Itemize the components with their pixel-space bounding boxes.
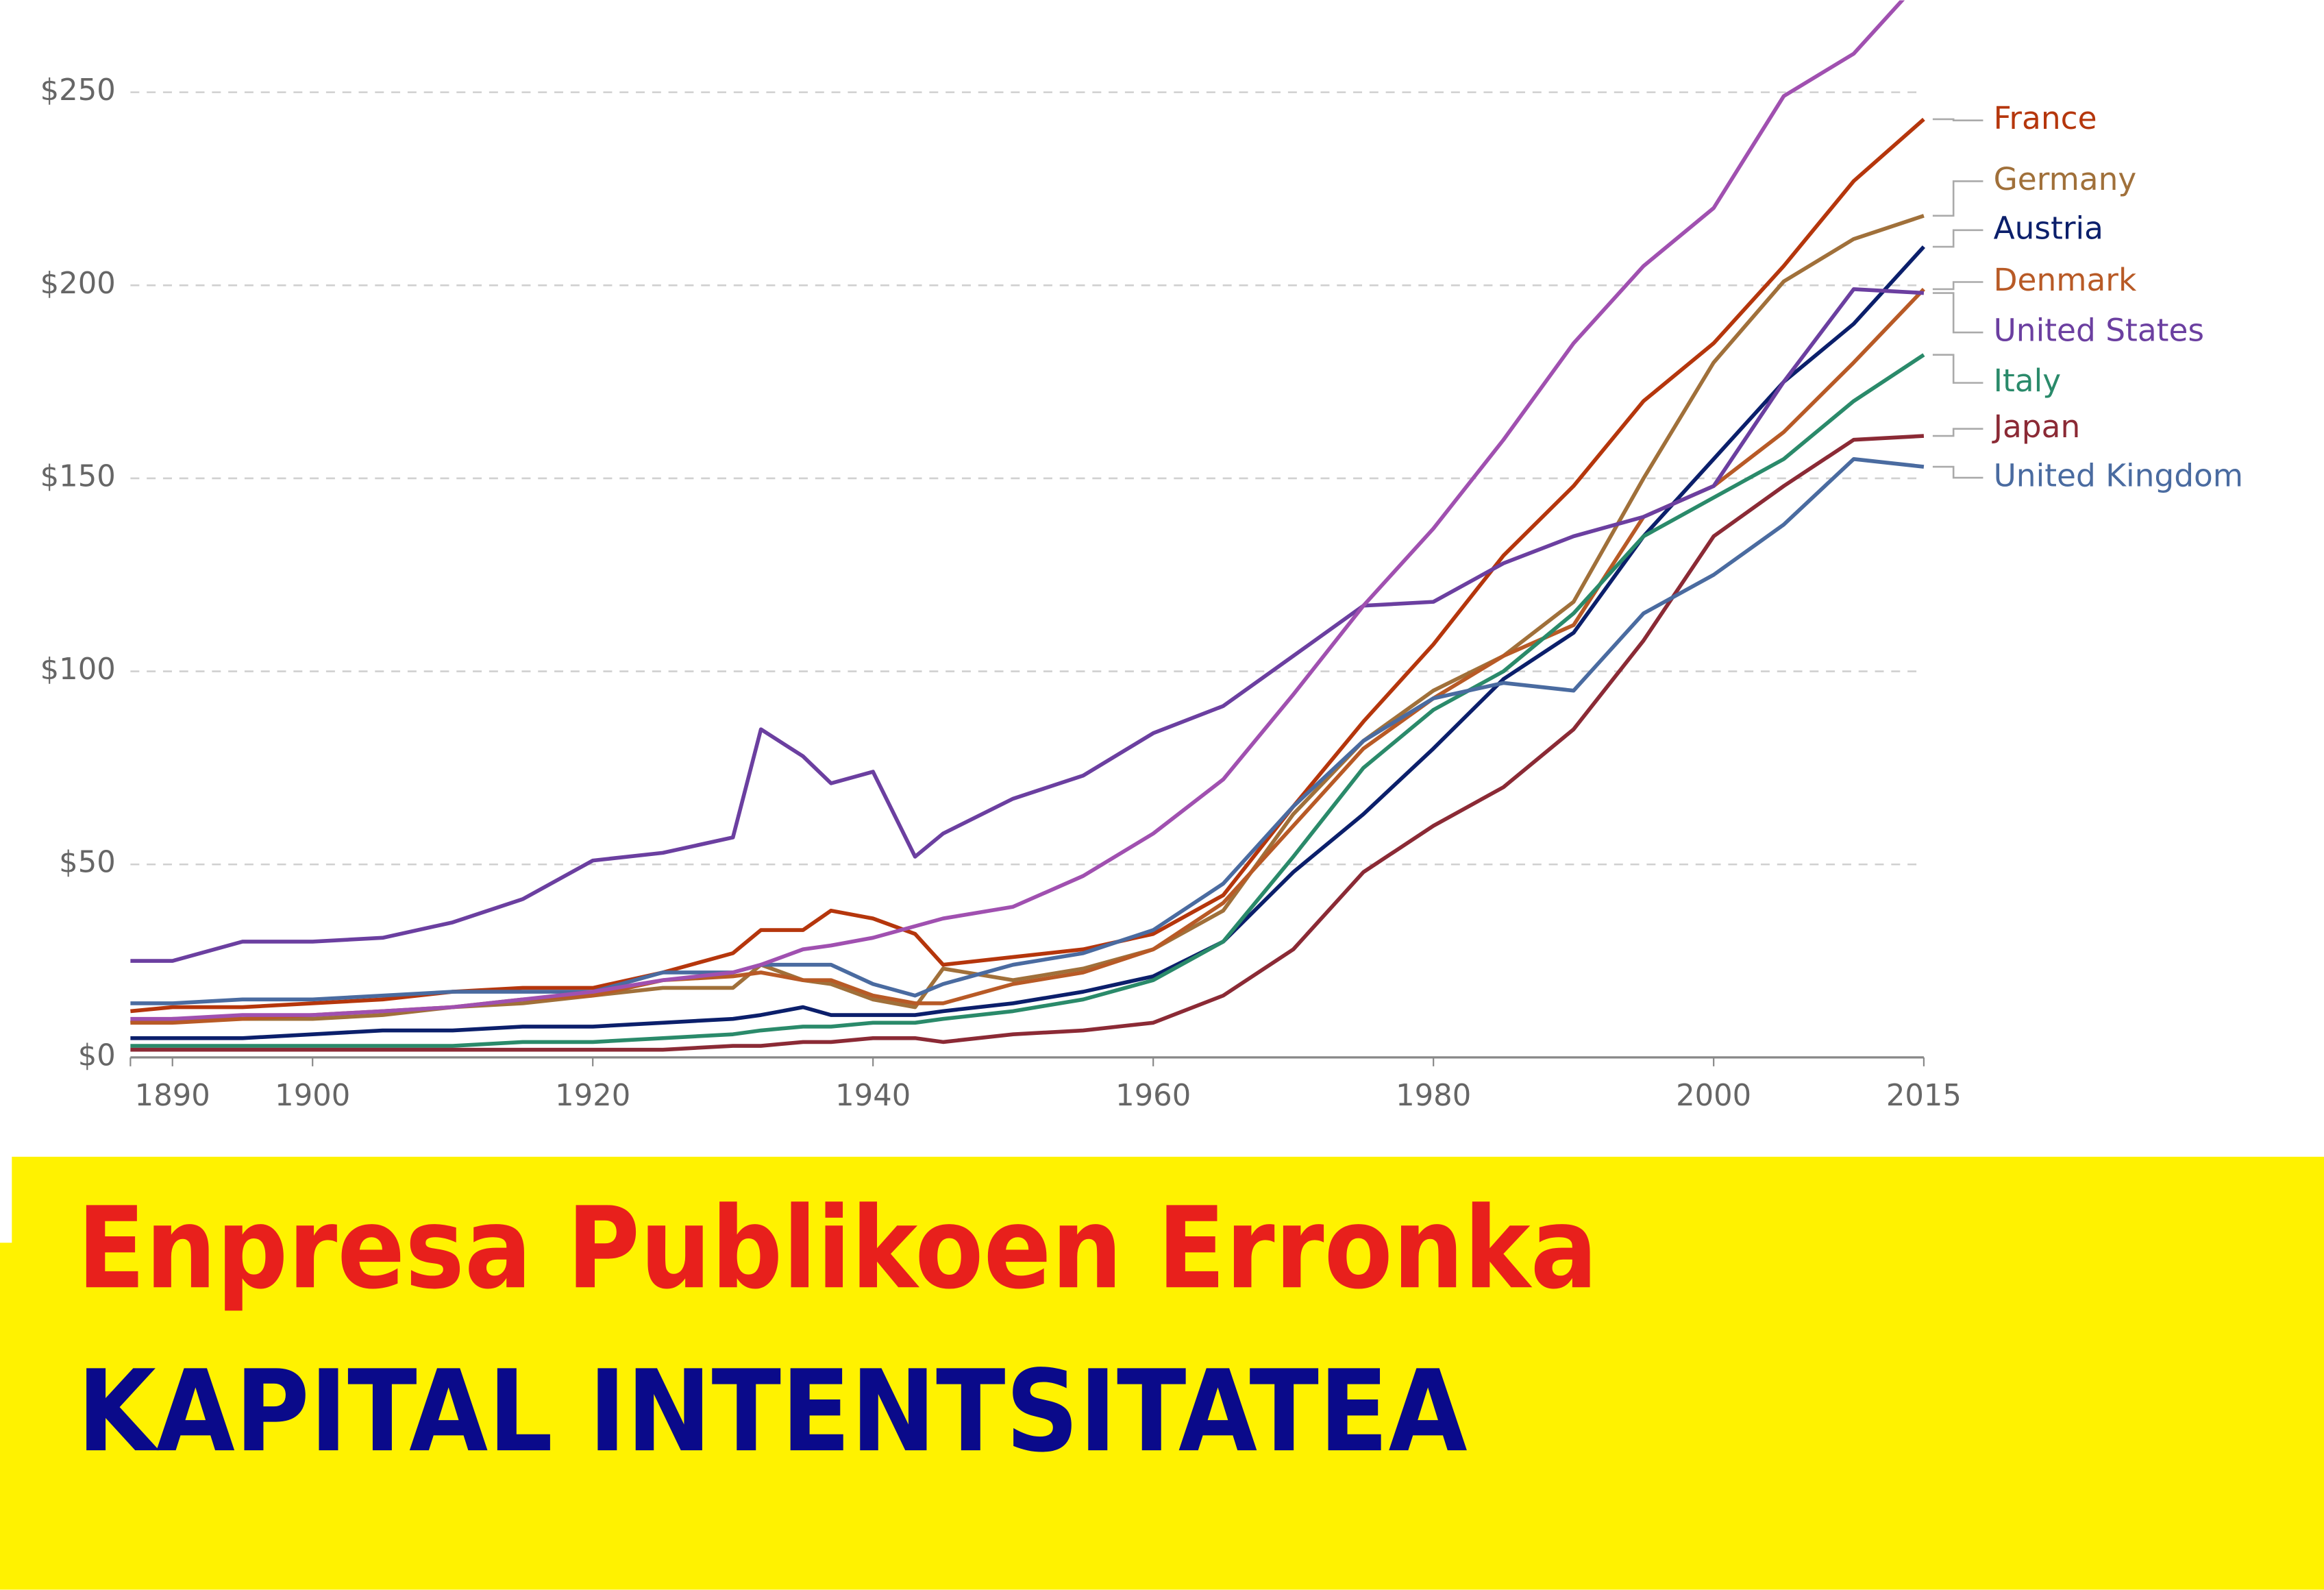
y-tick-label: $100: [40, 652, 116, 687]
legend-connector: [1932, 229, 1983, 248]
banner: [12, 1156, 2324, 1590]
legend-label: United States: [1994, 313, 2204, 349]
series-line: [130, 456, 1925, 1005]
y-tick-label: $0: [78, 1038, 116, 1073]
banner-title: Enpresa Publikoen Erronka: [77, 1182, 1598, 1314]
series-line: [130, 434, 1925, 1052]
x-tick-label: 1940: [835, 1079, 911, 1113]
legend-connector: [1932, 118, 1983, 122]
x-tick-label: 2000: [1676, 1079, 1751, 1113]
legend: France Germany Austria Denmark United States…: [1932, 100, 2243, 494]
x-tick-label: 1890: [135, 1079, 210, 1113]
y-tick-label: $150: [40, 459, 116, 493]
legend-label: Japan: [1992, 408, 2081, 445]
plot-area: [130, 0, 1925, 1052]
legend-label: United Kingdom: [1994, 458, 2243, 494]
y-tick-label: $250: [40, 73, 116, 108]
legend-connector: [1932, 180, 1983, 217]
legend-connector: [1932, 428, 1983, 437]
legend-label: Austria: [1994, 210, 2103, 246]
legend-label: Germany: [1994, 161, 2137, 197]
legend-label: Denmark: [1994, 262, 2137, 298]
series-line: [130, 353, 1925, 1048]
legend-connector: [1932, 465, 1983, 479]
grid: [130, 91, 1924, 866]
legend-connector: [1932, 354, 1983, 384]
legend-label: France: [1994, 100, 2097, 136]
series-line: [130, 0, 1905, 1021]
legend-connector: [1932, 281, 1983, 291]
series-line: [130, 117, 1925, 1014]
x-tick-label: 1900: [275, 1079, 350, 1113]
series-line: [130, 287, 1925, 963]
axes: $0 $50 $100 $150 $200 $250 1890 1900 1920 1940 196…: [40, 73, 1962, 1113]
x-tick-label: 1980: [1396, 1079, 1471, 1113]
legend-label: Italy: [1994, 363, 2062, 399]
y-tick-label: $200: [40, 267, 116, 301]
x-tick-label: 1960: [1115, 1079, 1191, 1113]
series-line: [130, 245, 1925, 1040]
x-tick-label: 2015: [1886, 1079, 1962, 1113]
series-line: [130, 287, 1925, 1025]
banner-edge: [0, 1243, 15, 1590]
x-tick-label: 1920: [555, 1079, 630, 1113]
banner-subtitle: KAPITAL INTENTSITATEA: [77, 1345, 1467, 1477]
y-tick-label: $50: [59, 846, 116, 880]
legend-connector: [1932, 292, 1983, 334]
